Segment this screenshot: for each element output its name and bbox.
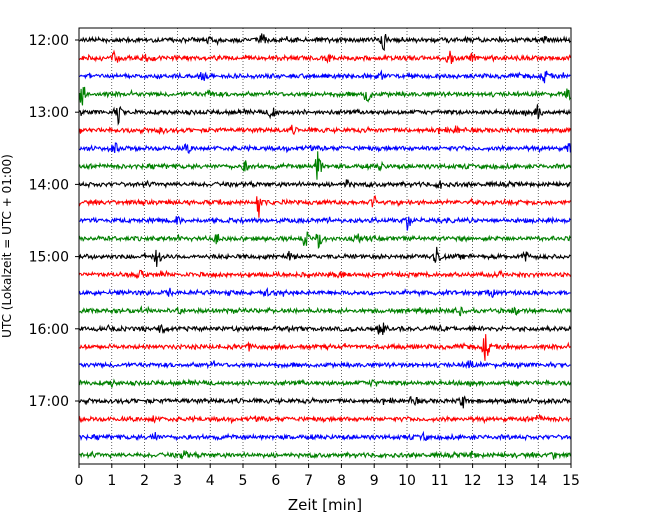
trace-1630 (78, 360, 571, 370)
trace-1645 (78, 378, 571, 388)
y-tick-label: 13:00 (29, 105, 69, 121)
trace-1545 (78, 305, 571, 317)
y-tick-label: 14:00 (29, 177, 69, 193)
trace-1745 (78, 450, 571, 460)
trace-1615 (78, 334, 571, 361)
trace-1430 (78, 215, 571, 231)
x-tick-label: 9 (370, 473, 379, 489)
y-axis-label: UTC (Lokalzeit = UTC + 01:00) (0, 154, 14, 338)
x-tick-label: 1 (107, 473, 116, 489)
y-tick-label: 17:00 (29, 394, 69, 410)
x-tick-label: 8 (337, 473, 346, 489)
x-tick-label: 7 (304, 473, 313, 489)
trace-1330 (78, 142, 571, 155)
trace-1600 (78, 322, 571, 336)
trace-1315 (78, 124, 571, 136)
x-tick-label: 10 (398, 473, 416, 489)
x-tick-label: 5 (239, 473, 248, 489)
trace-1200 (78, 33, 571, 52)
trace-1715 (78, 413, 571, 425)
x-tick-label: 4 (206, 473, 215, 489)
x-tick-label: 3 (173, 473, 182, 489)
y-tick-label: 15:00 (29, 250, 69, 266)
x-tick-label: 11 (431, 473, 449, 489)
trace-1500 (78, 246, 571, 267)
x-axis-label: Zeit [min] (288, 496, 362, 514)
trace-1215 (78, 49, 571, 65)
trace-1345 (78, 151, 571, 180)
y-tick-label: 12:00 (29, 33, 69, 49)
x-tick-label: 12 (464, 473, 482, 489)
x-tick-label: 14 (529, 473, 547, 489)
y-tick-label: 16:00 (29, 322, 69, 338)
x-tick-label: 6 (271, 473, 280, 489)
trace-1300 (78, 104, 571, 126)
x-axis: 0 1 2 3 4 5 6 7 8 9 10 11 12 13 14 15 (75, 464, 580, 489)
trace-1415 (78, 195, 571, 218)
trace-1445 (78, 231, 571, 250)
trace-1700 (78, 395, 571, 409)
trace-1530 (78, 286, 571, 299)
trace-1730 (78, 430, 571, 442)
x-tick-label: 15 (562, 473, 580, 489)
plot-frame (78, 27, 572, 465)
trace-group (78, 33, 571, 460)
x-tick-label: 0 (75, 473, 84, 489)
x-tick-label: 13 (496, 473, 514, 489)
x-tick-label: 2 (140, 473, 149, 489)
trace-1400 (78, 179, 571, 190)
trace-1515 (78, 269, 571, 280)
y-axis: 12:00 13:00 14:00 15:00 16:00 17:00 (29, 33, 79, 410)
trace-1230 (78, 69, 571, 84)
trace-1245 (78, 86, 571, 106)
